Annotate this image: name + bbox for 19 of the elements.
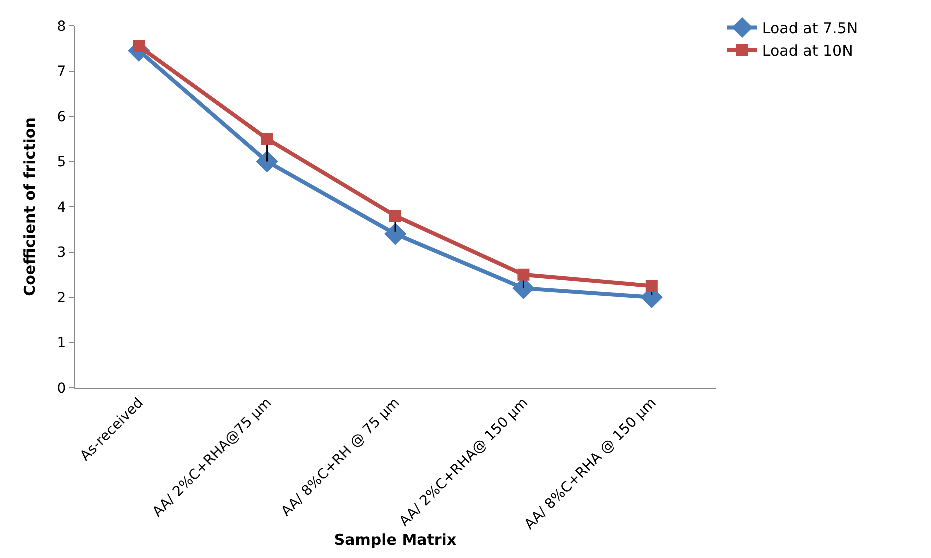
- point: [261, 133, 274, 146]
- y-tick-label: 5: [57, 154, 66, 171]
- legend-label: Load at 7.5N: [762, 20, 858, 38]
- y-tick-label: 2: [57, 290, 66, 306]
- y-tick-label: 1: [57, 336, 66, 352]
- point: [256, 150, 278, 173]
- x-axis-title: Sample Matrix: [334, 531, 457, 550]
- point: [384, 223, 407, 246]
- y-tick-label: 3: [57, 245, 66, 262]
- point: [390, 210, 402, 222]
- y-tick-label: 4: [57, 200, 66, 216]
- y-axis-title: Coefficient of friction: [21, 118, 39, 296]
- y-tick-label: 0: [57, 380, 66, 397]
- y-tick-label: 6: [57, 109, 66, 126]
- legend-label: Load at 10N: [762, 42, 854, 60]
- y-tick-label: 8: [57, 18, 66, 35]
- y-tick-label: 7: [57, 64, 66, 80]
- point: [518, 268, 530, 281]
- point: [646, 280, 658, 292]
